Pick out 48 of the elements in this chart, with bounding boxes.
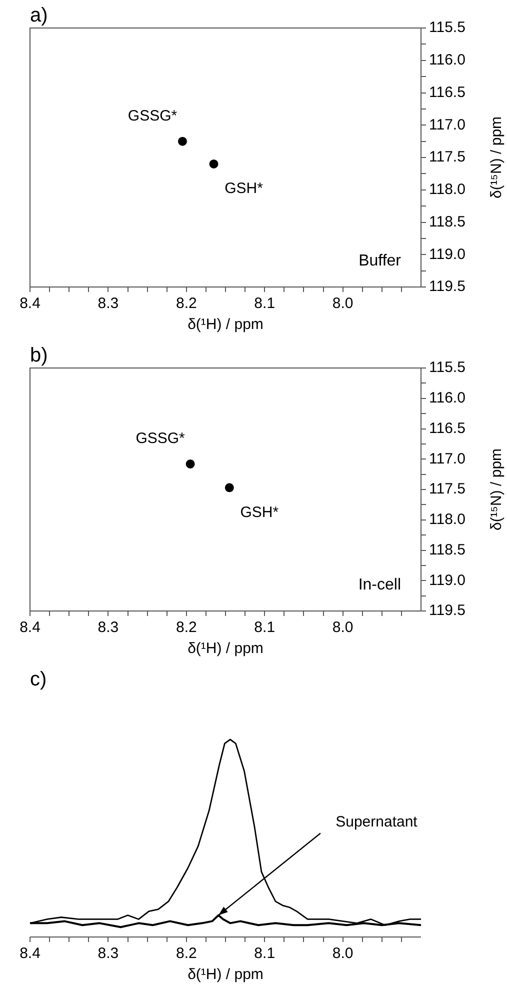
annotation: GSSG*	[136, 430, 186, 448]
x-tick-label: 8.3	[98, 619, 119, 636]
y-tick-label: 117.5	[429, 148, 466, 166]
x-tick-label: 8.2	[176, 945, 197, 962]
x-tick-label: 8.3	[98, 945, 119, 962]
y-tick-label: 119.5	[429, 278, 466, 296]
y-tick-label: 116.5	[429, 84, 466, 101]
annotation: In-cell	[358, 576, 401, 594]
x-tick-label: 8.4	[20, 295, 40, 312]
annotation: GSH*	[240, 504, 279, 521]
y-tick-label: 118.5	[429, 213, 466, 230]
y-tick-label: 119.0	[429, 246, 466, 263]
x-tick-label: 8.2	[176, 619, 197, 636]
y-tick-label: 117.5	[429, 480, 466, 498]
y-tick-label: 116.0	[429, 52, 466, 69]
chart-title: b)	[30, 344, 48, 367]
y-axis-title: δ(¹⁵N) / ppm	[488, 116, 506, 199]
y-tick-label: 115.5	[429, 359, 466, 376]
x-tick-label: 8.2	[176, 295, 197, 312]
x-tick-label: 8.0	[332, 945, 354, 962]
y-tick-label: 116.0	[429, 390, 466, 407]
x-tick-label: 8.0	[332, 295, 354, 312]
y-tick-label: 116.5	[429, 420, 466, 437]
y-tick-label: 118.0	[429, 181, 466, 198]
y-tick-label: 117.0	[429, 450, 466, 468]
chart-title: a)	[30, 4, 48, 27]
y-tick-label: 118.5	[429, 541, 466, 558]
x-tick-label: 8.4	[20, 945, 40, 962]
y-axis-title: δ(¹⁵N) / ppm	[488, 448, 506, 531]
chart-title: c)	[30, 668, 47, 691]
x-tick-label: 8.4	[20, 619, 40, 636]
annotation: Buffer	[358, 252, 402, 270]
x-axis-title: δ(¹H) / ppm	[188, 316, 264, 334]
x-axis-title: δ(¹H) / ppm	[188, 640, 264, 658]
x-tick-label: 8.1	[254, 619, 276, 636]
y-tick-label: 117.0	[429, 116, 466, 134]
x-axis-title: δ(¹H) / ppm	[188, 966, 264, 984]
annotation: Supernatant	[336, 813, 418, 830]
y-tick-label: 119.0	[429, 572, 466, 589]
x-tick-label: 8.1	[254, 945, 276, 962]
y-tick-label: 115.5	[429, 19, 466, 36]
x-tick-label: 8.0	[332, 619, 354, 636]
annotation: GSH*	[224, 180, 264, 198]
y-tick-label: 118.0	[429, 511, 466, 528]
y-tick-label: 119.5	[429, 602, 466, 620]
x-tick-label: 8.1	[254, 295, 276, 312]
x-tick-label: 8.3	[98, 295, 119, 312]
annotation: GSSG*	[128, 107, 178, 124]
